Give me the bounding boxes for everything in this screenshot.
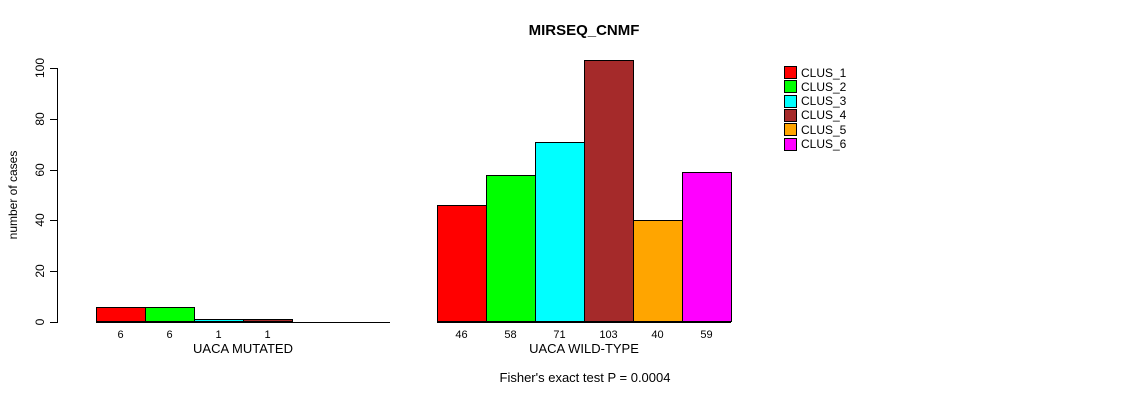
legend-entry-clus_2: CLUS_2 xyxy=(784,79,847,94)
y-tick-mark xyxy=(50,322,57,323)
y-tick-mark xyxy=(50,119,57,120)
y-tick-label: 20 xyxy=(33,264,47,278)
legend-label: CLUS_2 xyxy=(801,79,847,94)
bar-clus_4 xyxy=(584,60,634,322)
bar-value-label: 59 xyxy=(700,329,713,341)
y-tick-label: 40 xyxy=(33,213,47,227)
bar-value-label: 6 xyxy=(117,329,124,341)
y-tick-label: 0 xyxy=(33,318,47,326)
pvalue-annotation: Fisher's exact test P = 0.0004 xyxy=(499,370,671,385)
y-axis-title: number of cases xyxy=(6,150,20,240)
bar-value-label: 1 xyxy=(215,329,222,341)
bar-clus_3 xyxy=(194,319,244,322)
bar-clus_2 xyxy=(145,307,195,322)
x-axis-baseline xyxy=(437,322,731,323)
y-tick-mark xyxy=(50,271,57,272)
legend-entry-clus_1: CLUS_1 xyxy=(784,65,847,80)
bar-clus_1 xyxy=(437,205,487,322)
bar-clus_4 xyxy=(243,319,293,322)
chart-title: MIRSEQ_CNMF xyxy=(528,22,640,39)
bar-value-label: 103 xyxy=(599,329,618,341)
bar-value-label: 71 xyxy=(553,329,566,341)
x-axis-baseline xyxy=(96,322,390,323)
legend-entry-clus_4: CLUS_4 xyxy=(784,108,847,123)
bar-value-label: 6 xyxy=(166,329,173,341)
y-tick-label: 60 xyxy=(33,163,47,177)
legend-label: CLUS_3 xyxy=(801,94,847,109)
bar-value-label: 58 xyxy=(504,329,517,341)
legend-swatch-icon xyxy=(784,66,797,79)
legend-swatch-icon xyxy=(784,94,797,108)
bar-clus_5 xyxy=(633,220,683,322)
legend-swatch-icon xyxy=(784,80,797,94)
y-tick-mark xyxy=(50,170,57,171)
bar-value-label: 46 xyxy=(455,329,468,341)
bar-clus_1 xyxy=(96,307,146,322)
y-tick-mark xyxy=(50,220,57,221)
legend-label: CLUS_6 xyxy=(801,137,847,151)
legend-label: CLUS_1 xyxy=(801,65,847,80)
bar-clus_6 xyxy=(682,172,732,322)
legend-swatch-icon xyxy=(784,108,797,122)
bar-value-label: 40 xyxy=(651,329,664,341)
legend-entry-clus_6: CLUS_6 xyxy=(784,137,847,151)
legend-swatch-icon xyxy=(784,123,797,137)
bar-value-label: 1 xyxy=(264,329,271,341)
y-tick-label: 80 xyxy=(33,112,47,126)
y-axis-line xyxy=(57,68,58,323)
legend-label: CLUS_5 xyxy=(801,122,847,137)
bar-clus_2 xyxy=(486,175,536,322)
legend-swatch-icon xyxy=(784,137,797,151)
legend-label: CLUS_4 xyxy=(801,108,847,123)
group-label: UACA WILD-TYPE xyxy=(529,341,639,356)
y-tick-mark xyxy=(50,68,57,69)
legend-entry-clus_3: CLUS_3 xyxy=(784,94,847,109)
bar-clus_3 xyxy=(535,142,585,322)
group-label: UACA MUTATED xyxy=(193,341,293,356)
y-tick-label: 100 xyxy=(33,57,47,79)
legend-entry-clus_5: CLUS_5 xyxy=(784,122,847,137)
